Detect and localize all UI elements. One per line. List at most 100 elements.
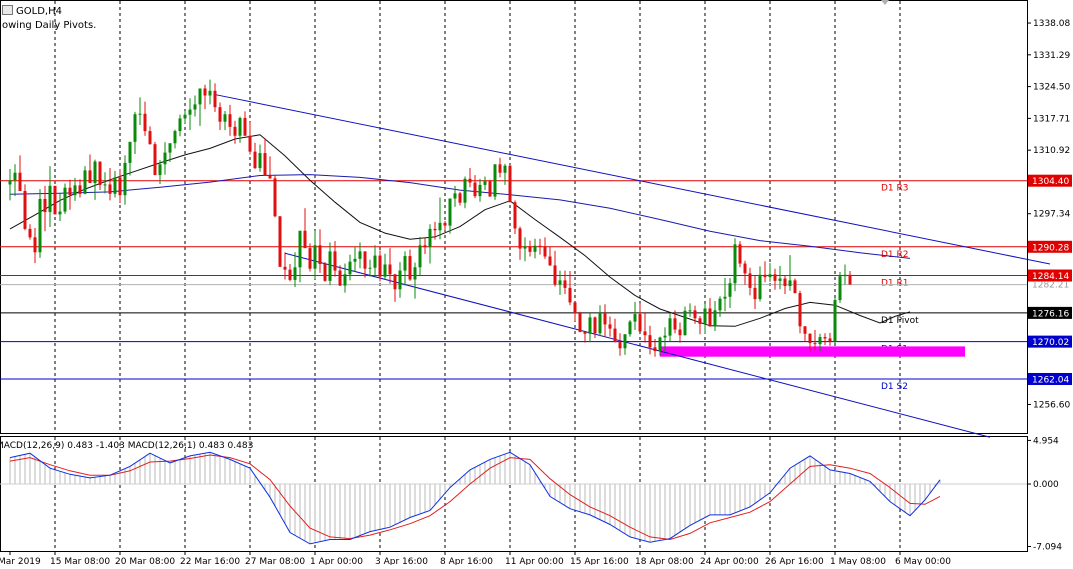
candle bbox=[403, 251, 407, 286]
candle bbox=[513, 200, 517, 235]
symbol-title-row: GOLD,H4 bbox=[2, 5, 62, 17]
candle-body bbox=[588, 317, 592, 334]
candle-body bbox=[718, 298, 722, 311]
candle-body bbox=[73, 185, 77, 196]
candle-body bbox=[443, 222, 447, 226]
candle bbox=[293, 252, 297, 287]
candle-body bbox=[568, 287, 572, 303]
candle bbox=[783, 275, 787, 294]
candle bbox=[348, 254, 352, 281]
time-tick-label: 20 Mar 08:00 bbox=[115, 557, 175, 565]
chart-icon bbox=[2, 5, 13, 15]
candle-body bbox=[153, 144, 157, 176]
candle-body bbox=[648, 335, 652, 348]
candle bbox=[223, 110, 227, 131]
candle bbox=[778, 265, 782, 290]
candle-body bbox=[268, 175, 272, 179]
candle-body bbox=[213, 90, 217, 108]
candle bbox=[798, 290, 802, 334]
candle bbox=[768, 263, 772, 282]
candle-body bbox=[283, 266, 287, 270]
candle bbox=[58, 193, 62, 221]
price-tick-label: 1324.50 bbox=[1033, 83, 1070, 93]
candle-body bbox=[703, 308, 707, 324]
candle-body bbox=[98, 161, 102, 185]
candle-body bbox=[693, 310, 697, 319]
candle-body bbox=[843, 274, 847, 277]
candle bbox=[588, 313, 592, 343]
candle bbox=[443, 220, 447, 231]
candle-body bbox=[683, 310, 687, 336]
candle-body bbox=[513, 202, 517, 229]
candle bbox=[413, 262, 417, 299]
candle bbox=[163, 142, 167, 175]
candle bbox=[563, 270, 567, 294]
candle bbox=[473, 175, 477, 199]
candle-body bbox=[23, 190, 27, 229]
time-tick-label: 24 Apr 00:00 bbox=[700, 557, 759, 565]
candle-body bbox=[233, 126, 237, 136]
candle-body bbox=[248, 135, 252, 152]
candle bbox=[253, 142, 257, 169]
candle bbox=[343, 263, 347, 293]
macd-indicator: MACD(12,26,9) 0.483 -1.403 MACD(12,26,1)… bbox=[0, 436, 1062, 553]
candle bbox=[533, 238, 537, 259]
candle bbox=[213, 83, 217, 112]
candle bbox=[303, 208, 307, 249]
candle-body bbox=[593, 317, 597, 334]
candle bbox=[478, 178, 482, 202]
macd-tick-label: -7.094 bbox=[1033, 543, 1062, 553]
pivot-tag-s1: 1270.02 bbox=[1032, 338, 1069, 348]
candle-body bbox=[698, 318, 702, 324]
candle bbox=[738, 241, 742, 268]
candle bbox=[508, 164, 512, 203]
candle-body bbox=[353, 258, 357, 262]
candle-body bbox=[783, 278, 787, 287]
candle-body bbox=[728, 283, 732, 297]
candle-body bbox=[813, 343, 817, 345]
candle-body bbox=[328, 251, 332, 281]
candle bbox=[133, 111, 137, 155]
channel-upper-line bbox=[214, 94, 1051, 265]
candle bbox=[628, 320, 632, 337]
candle-body bbox=[313, 245, 317, 269]
candle-body bbox=[428, 228, 432, 248]
pivot-tag-bg bbox=[1028, 335, 1072, 348]
candle-body bbox=[243, 117, 247, 136]
macd-tick-label: 0.000 bbox=[1033, 480, 1059, 490]
candle bbox=[143, 101, 147, 136]
candle bbox=[168, 143, 172, 162]
candle bbox=[788, 255, 792, 291]
candle bbox=[233, 120, 237, 144]
candle-body bbox=[223, 114, 227, 122]
candle-body bbox=[763, 274, 767, 278]
pivot-label-r1: D1 R1 bbox=[881, 279, 909, 289]
candle-body bbox=[748, 273, 752, 288]
candle-body bbox=[258, 153, 262, 169]
candle bbox=[553, 250, 557, 287]
candle bbox=[538, 238, 542, 255]
candle-body bbox=[753, 287, 757, 300]
price-tick-label: 1310.92 bbox=[1033, 146, 1070, 156]
candle bbox=[608, 316, 612, 337]
candle bbox=[193, 95, 197, 117]
candle-body bbox=[483, 181, 487, 185]
candle bbox=[383, 253, 387, 280]
macd-main-line bbox=[9, 451, 941, 545]
candle bbox=[63, 183, 67, 214]
candle bbox=[48, 166, 52, 228]
candle-body bbox=[503, 165, 507, 173]
moving-average-slow bbox=[9, 174, 911, 259]
candle-body bbox=[263, 153, 267, 176]
candle bbox=[13, 164, 17, 197]
candle bbox=[283, 252, 287, 280]
candle-body bbox=[773, 274, 777, 281]
candle-body bbox=[413, 267, 417, 280]
pivot-tag-r3: 1304.40 bbox=[1032, 177, 1069, 187]
candle-body bbox=[798, 293, 802, 327]
candle bbox=[643, 312, 647, 343]
candle-body bbox=[473, 182, 477, 197]
